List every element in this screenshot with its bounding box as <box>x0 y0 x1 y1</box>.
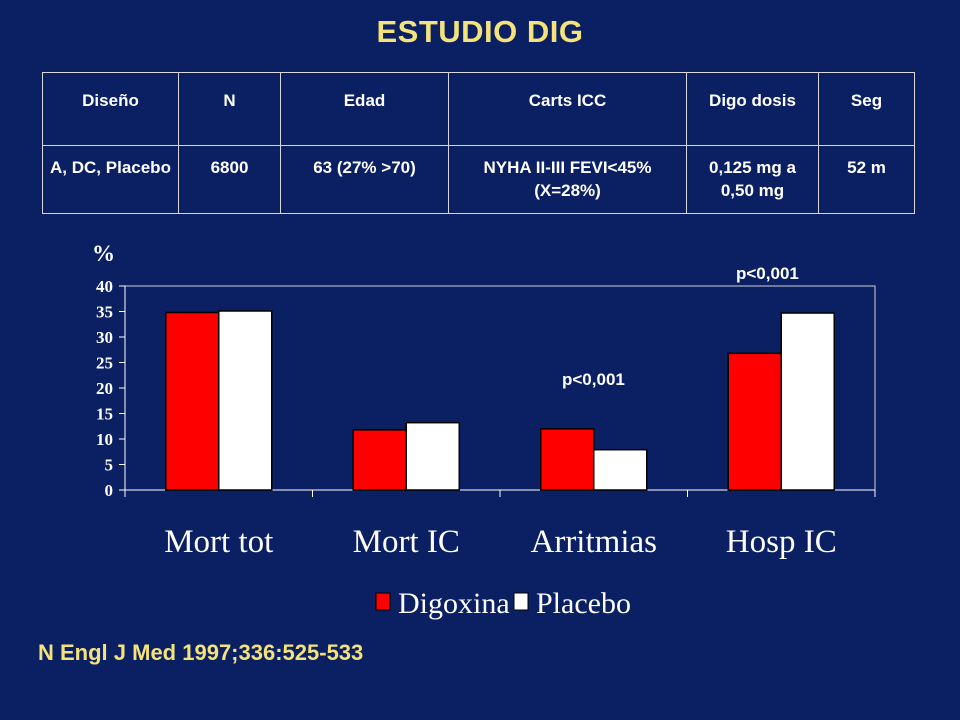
cell-seg: 52 m <box>818 145 915 214</box>
cell-digo-dosis: 0,125 mg a 0,50 mg <box>686 145 819 214</box>
legend-label-digoxina: Digoxina <box>398 587 510 620</box>
table-header-row: Diseño N Edad Carts ICC Digo dosis Seg <box>42 72 915 146</box>
y-tick-label: 25 <box>96 354 113 373</box>
bar-digoxina-mort-tot <box>165 311 220 491</box>
header-n: N <box>178 72 281 146</box>
header-diseno: Diseño <box>42 72 179 146</box>
cell-n: 6800 <box>178 145 281 214</box>
x-category-label: Mort tot <box>164 524 273 560</box>
y-tick-label: 15 <box>96 405 113 424</box>
cell-edad: 63 (27% >70) <box>280 145 449 214</box>
p-value-arritmias: p<0,001 <box>562 370 625 389</box>
bar-placebo-mort-ic <box>405 421 460 491</box>
header-edad: Edad <box>280 72 449 146</box>
legend-swatch-placebo <box>513 592 529 611</box>
y-tick-label: 10 <box>96 430 113 449</box>
legend-label-placebo: Placebo <box>536 587 631 620</box>
y-tick-label: 20 <box>96 379 113 398</box>
study-design-table: Diseño N Edad Carts ICC Digo dosis Seg A… <box>42 72 915 214</box>
bar-placebo-mort-tot <box>218 310 273 491</box>
bar-placebo-hosp-ic <box>780 312 835 491</box>
header-seg: Seg <box>818 72 915 146</box>
x-category-label: Mort IC <box>353 524 460 560</box>
citation: N Engl J Med 1997;336:525-533 <box>38 640 364 665</box>
header-digo-dosis: Digo dosis <box>686 72 819 146</box>
bar-placebo-arritmias <box>593 448 648 491</box>
y-tick-label: 30 <box>96 328 113 347</box>
x-category-label: Hosp IC <box>726 524 837 560</box>
legend-swatch-digoxina <box>375 592 391 611</box>
bar-digoxina-arritmias <box>540 428 595 491</box>
y-tick-label: 40 <box>96 277 113 296</box>
y-tick-label: 0 <box>105 481 114 500</box>
bar-digoxina-hosp-ic <box>727 352 782 491</box>
y-axis-label: % <box>92 241 115 266</box>
p-value-hosp-ic: p<0,001 <box>736 264 799 283</box>
y-tick-label: 35 <box>96 303 113 322</box>
y-tick-label: 5 <box>105 456 114 475</box>
cell-carts-icc: NYHA II-III FEVI<45% (X=28%) <box>448 145 687 214</box>
bar-digoxina-mort-ic <box>352 429 407 491</box>
x-category-label: Arritmias <box>531 524 657 560</box>
table-row: A, DC, Placebo 6800 63 (27% >70) NYHA II… <box>42 145 915 214</box>
slide-title: ESTUDIO DIG <box>376 14 584 49</box>
cell-diseno: A, DC, Placebo <box>42 145 179 214</box>
